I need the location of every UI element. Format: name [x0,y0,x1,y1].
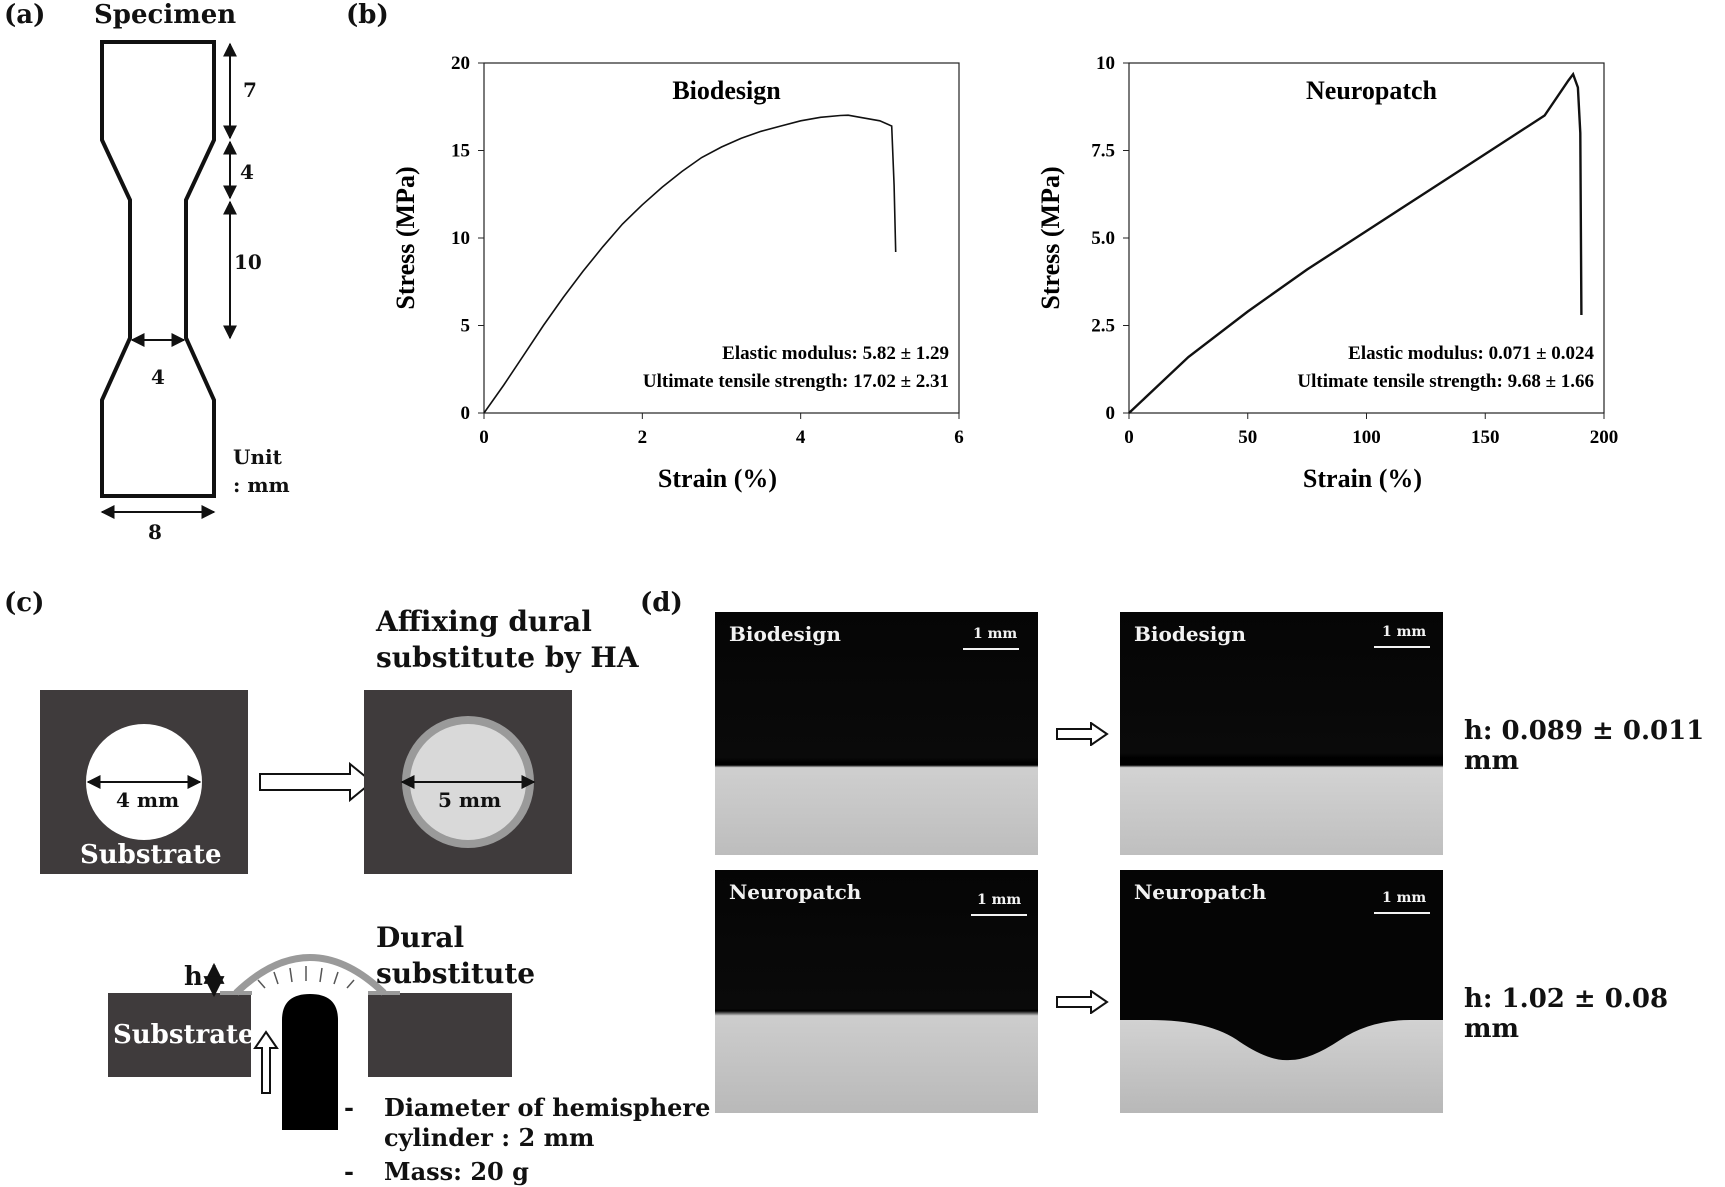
scale-label: 1 mm [1382,890,1427,906]
chart-title: Neuropatch [1306,76,1438,105]
y-axis-label: Stress (MPa) [391,166,420,309]
h-label: h [184,962,203,992]
y-tick-label: 7.5 [1091,141,1115,162]
stress-strain-curve [483,114,897,414]
chart-annotation: Ultimate tensile strength: 17.02 ± 2.31 [643,371,949,392]
micrograph-neuropatch-after: Neuropatch 1 mm [1120,870,1443,1113]
scale-label: 1 mm [1382,624,1427,640]
spec-item-2: - Mass: 20 g [344,1157,710,1187]
y-tick-label: 0 [461,403,471,424]
dural-title: Dural substitute [376,920,535,992]
stress-strain-curve [1128,71,1583,414]
indentation-setup [108,954,512,1130]
y-tick-label: 10 [1096,53,1115,74]
micrograph-label: Neuropatch [729,880,862,904]
patch-dim: 5 mm [438,788,502,812]
scale-bar [1374,912,1430,914]
y-tick-label: 5.0 [1091,228,1115,249]
y-tick-label: 5 [461,316,471,337]
arrow-up-icon [253,1030,279,1094]
micrograph-neuropatch-before: Neuropatch 1 mm [715,870,1038,1113]
y-tick-label: 15 [451,141,470,162]
spec-item-1: - Diameter of hemisphere cylinder : 2 mm [344,1093,710,1153]
chart-annotation: Elastic modulus: 5.82 ± 1.29 [722,343,949,364]
micrograph-label: Neuropatch [1134,880,1267,904]
dural-title-line2: substitute [376,957,536,990]
y-tick-label: 10 [451,228,470,249]
panel-label-c: (c) [4,588,45,618]
h-result-biodesign: h: 0.089 ± 0.011 mm [1464,716,1705,776]
x-axis-label: Strain (%) [658,464,777,493]
affix-title: Affixing dural substitute by HA [376,604,639,676]
spec-list: - Diameter of hemisphere cylinder : 2 mm… [344,1093,710,1187]
scale-label: 1 mm [977,892,1022,908]
chart-annotation: Elastic modulus: 0.071 ± 0.024 [1348,343,1594,364]
scale-bar [1374,646,1430,648]
scale-bar [971,914,1027,916]
y-tick-label: 0 [1106,403,1116,424]
dim-7: 7 [243,78,257,102]
panel-label-a: (a) [4,0,46,30]
bullet-dash: - [344,1157,354,1186]
x-tick-label: 2 [638,427,648,448]
micrograph-label: Biodesign [729,622,841,646]
x-tick-label: 4 [796,427,806,448]
substrate-side-label: Substrate [113,1020,255,1050]
unit-label: Unit [233,445,282,469]
x-tick-label: 0 [1124,427,1134,448]
h-result-neuropatch: h: 1.02 ± 0.08 mm [1464,984,1669,1044]
hemisphere-cylinder [282,994,338,1130]
pressure-arrows [257,966,355,989]
spec-item-1-line2: cylinder : 2 mm [384,1123,595,1152]
specimen-diagram [100,40,237,519]
specimen-outline [100,40,216,498]
micrograph-biodesign-before: Biodesign 1 mm [715,612,1038,855]
y-tick-label: 2.5 [1091,316,1115,337]
x-tick-label: 6 [954,427,964,448]
spec-item-1-line1: Diameter of hemisphere [384,1093,711,1122]
x-tick-label: 150 [1471,427,1500,448]
y-tick-label: 20 [451,53,470,74]
specimen-title: Specimen [94,0,237,30]
chart-annotation: Ultimate tensile strength: 9.68 ± 1.66 [1297,371,1594,392]
dim-10: 10 [234,250,262,274]
arrow-right-icon [1056,722,1109,746]
scale-label: 1 mm [973,626,1018,642]
affix-title-line2: substitute by HA [376,641,639,674]
panel-label-d: (d) [640,588,683,618]
biodesign-chart: 0 2 4 6 0 5 10 15 20 Biodesign Strain (%) Stress (M… [391,53,964,493]
substrate-label: Substrate [80,840,222,870]
x-axis-label: Strain (%) [1303,464,1422,493]
spec-item-2-text: Mass: 20 g [384,1157,529,1186]
y-axis-label: Stress (MPa) [1036,166,1065,309]
neuropatch-chart: 0 50 100 150 200 0 2.5 5.0 7.5 10 Neuropatch Strain… [1036,53,1619,493]
dim-4-top: 4 [240,160,254,184]
dural-title-line1: Dural [376,921,465,954]
x-tick-label: 200 [1590,427,1619,448]
x-tick-label: 100 [1352,427,1381,448]
substrate-left [108,993,251,1077]
substrate-right [368,993,512,1077]
arrow-right-icon [1056,990,1109,1014]
hole-dim: 4 mm [116,788,180,812]
affix-title-line1: Affixing dural [376,605,592,638]
bullet-dash: - [344,1093,354,1122]
x-tick-label: 0 [479,427,489,448]
dural-dome [233,954,387,996]
micrograph-label: Biodesign [1134,622,1246,646]
panel-label-b: (b) [346,0,389,30]
chart-title: Biodesign [672,76,781,105]
x-tick-label: 50 [1238,427,1257,448]
scale-bar [963,648,1019,650]
arrow-right-icon [259,761,374,803]
dim-4-width: 4 [151,365,165,389]
unit-value: : mm [233,473,290,497]
dim-8: 8 [148,520,162,544]
substrate-top-views [40,690,572,874]
micrograph-biodesign-after: Biodesign 1 mm [1120,612,1443,855]
